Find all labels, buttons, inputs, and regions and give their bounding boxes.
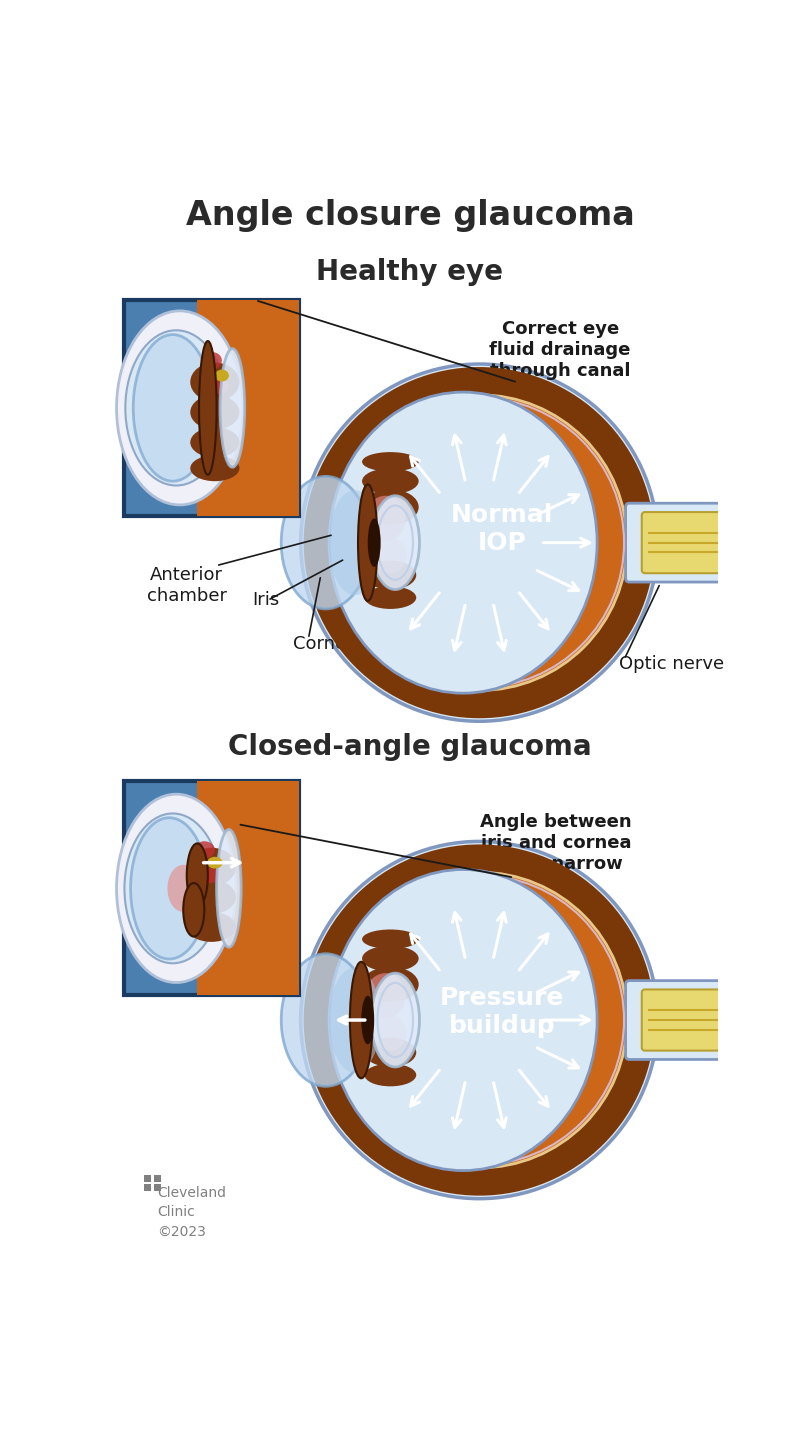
Ellipse shape [358,485,378,601]
Ellipse shape [366,973,406,1018]
Ellipse shape [190,362,239,401]
Ellipse shape [374,538,406,574]
Ellipse shape [190,427,239,457]
Ellipse shape [362,489,418,525]
Ellipse shape [202,868,220,883]
Ellipse shape [318,858,641,1182]
Ellipse shape [318,381,641,704]
Ellipse shape [329,968,381,1073]
Ellipse shape [365,1038,416,1067]
Ellipse shape [329,392,597,694]
Text: Cornea: Cornea [293,636,358,653]
Text: Pressure
buildup: Pressure buildup [440,986,565,1038]
Ellipse shape [134,335,212,482]
Ellipse shape [362,930,418,949]
Text: Anterior
chamber: Anterior chamber [146,565,226,604]
Text: Angle between
iris and cornea
is too narrow: Angle between iris and cornea is too nar… [481,813,632,872]
Ellipse shape [199,342,217,474]
Ellipse shape [200,401,216,414]
Ellipse shape [374,1015,406,1051]
Ellipse shape [362,966,418,1002]
Text: Closed-angle glaucoma: Closed-angle glaucoma [228,733,592,761]
Text: Iris: Iris [252,591,279,610]
Ellipse shape [350,962,373,1079]
Ellipse shape [117,311,243,505]
Text: Cleveland
Clinic
©2023: Cleveland Clinic ©2023 [158,1185,226,1239]
Ellipse shape [211,379,229,394]
FancyBboxPatch shape [626,981,722,1060]
Ellipse shape [207,857,222,868]
Ellipse shape [362,996,374,1044]
Ellipse shape [186,880,236,914]
Ellipse shape [190,395,239,430]
Ellipse shape [183,883,204,936]
Ellipse shape [217,829,241,947]
FancyBboxPatch shape [626,503,722,583]
FancyBboxPatch shape [642,512,753,574]
Ellipse shape [190,456,239,482]
Ellipse shape [329,870,597,1171]
Bar [144,1175,151,1182]
Ellipse shape [371,496,419,590]
Ellipse shape [282,953,370,1086]
Text: Healthy eye: Healthy eye [317,258,503,286]
Ellipse shape [365,561,416,590]
FancyBboxPatch shape [642,989,753,1051]
Ellipse shape [362,946,418,972]
Bar [198,782,299,995]
Bar [198,300,299,516]
Ellipse shape [371,973,419,1067]
Text: Correct eye
fluid drainage
through canal: Correct eye fluid drainage through canal [490,320,631,379]
Ellipse shape [220,349,245,467]
Ellipse shape [368,518,381,567]
Bar [154,1175,161,1182]
Bar [144,1184,151,1191]
Ellipse shape [201,352,222,369]
Ellipse shape [130,818,208,959]
Ellipse shape [186,848,236,887]
Ellipse shape [362,469,418,495]
Bar [123,300,299,516]
Ellipse shape [186,844,208,907]
Ellipse shape [126,330,227,486]
Ellipse shape [366,496,406,541]
Ellipse shape [301,363,658,721]
Ellipse shape [329,490,381,596]
Ellipse shape [125,813,221,963]
Ellipse shape [215,369,229,382]
Ellipse shape [301,841,658,1198]
Bar [154,1184,161,1191]
Ellipse shape [167,865,199,911]
Ellipse shape [365,587,416,609]
Ellipse shape [282,476,370,609]
Text: Optic nerve: Optic nerve [619,655,725,673]
Ellipse shape [117,795,236,982]
Ellipse shape [194,841,215,858]
Text: Normal
IOP: Normal IOP [451,503,554,555]
Ellipse shape [186,911,236,942]
Ellipse shape [362,453,418,472]
Text: Angle closure glaucoma: Angle closure glaucoma [186,199,634,232]
Bar [123,782,299,995]
Ellipse shape [365,1064,416,1086]
